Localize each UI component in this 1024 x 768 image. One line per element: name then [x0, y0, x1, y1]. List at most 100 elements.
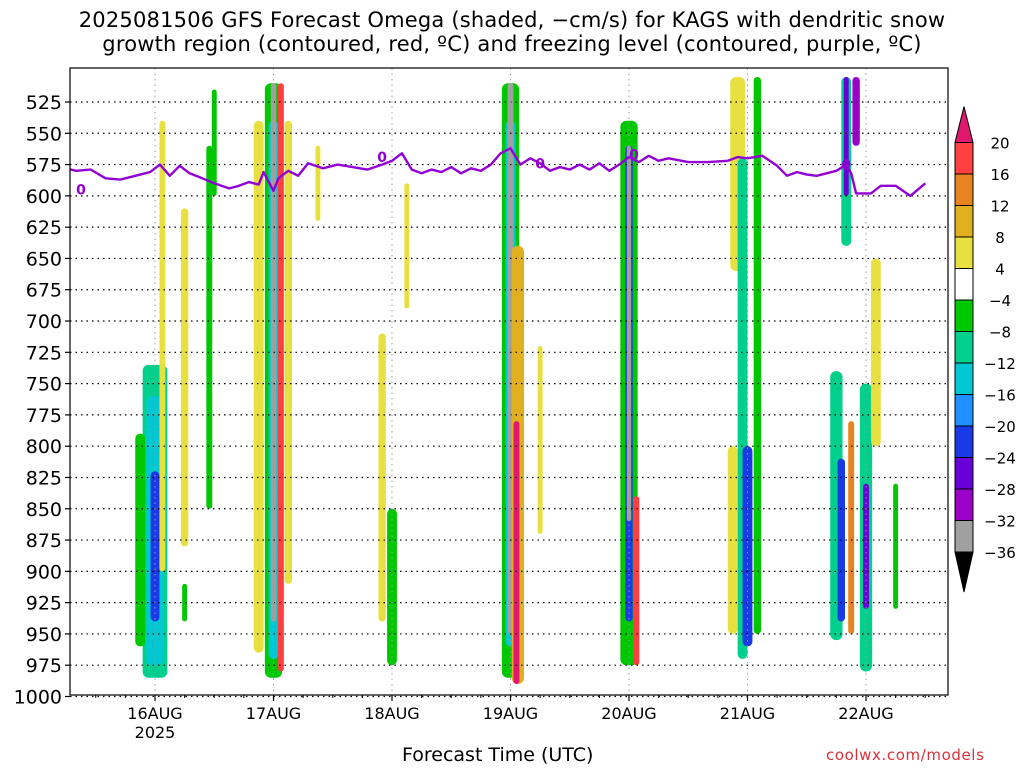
omega-cell — [727, 446, 738, 634]
colorbar-label: −16 — [984, 387, 1016, 405]
colorbar-segment — [954, 520, 974, 553]
x-axis-title: Forecast Time (UTC) — [402, 744, 594, 766]
y-tick-label: 825 — [26, 467, 62, 489]
y-axis: 525 550 575 600 625 650 675 700 725 750 775 800 825 8… — [14, 92, 70, 709]
omega-cell — [277, 83, 284, 672]
colorbar-bottom-arrow — [954, 551, 974, 593]
x-tick-sublabel: 2025 — [135, 723, 176, 742]
omega-cell — [537, 346, 543, 534]
y-tick-label: 700 — [26, 311, 62, 333]
omega-cell — [848, 421, 855, 634]
omega-cell — [753, 76, 762, 634]
omega-cell — [378, 333, 386, 622]
omega-shading — [135, 76, 899, 684]
x-tick-label: 18AUG — [364, 704, 419, 723]
colorbar-segment — [954, 488, 974, 521]
colorbar-label: 4 — [995, 261, 1005, 279]
y-tick-label: 775 — [26, 405, 62, 427]
colorbar-top-arrow — [954, 106, 974, 143]
colorbar-label: 16 — [990, 166, 1009, 184]
x-tick-label: 20AUG — [601, 704, 656, 723]
freezing-level-label: 0 — [841, 158, 851, 174]
colorbar-segment — [954, 173, 974, 206]
colorbar-label: 20 — [990, 135, 1009, 153]
x-tick-label: 21AUG — [720, 704, 775, 723]
freezing-level-label: 0 — [535, 156, 545, 172]
omega-cell — [863, 483, 869, 609]
omega-cell — [182, 583, 188, 622]
y-tick-label: 975 — [26, 655, 62, 677]
omega-cell — [135, 433, 146, 647]
colorbar-segment — [954, 394, 974, 427]
x-tick-label: 19AUG — [483, 704, 538, 723]
x-tick-label: 22AUG — [838, 704, 893, 723]
colorbar-segment — [954, 268, 974, 301]
colorbar-segment — [954, 425, 974, 458]
x-tick-label: 17AUG — [246, 704, 301, 723]
chart-title-line2: growth region (contoured, red, ºC) and f… — [102, 32, 922, 56]
freezing-level-line — [70, 147, 927, 198]
omega-cell — [633, 496, 640, 666]
plot-border — [69, 67, 949, 696]
freezing-level-label: 0 — [377, 150, 387, 166]
grid-lines — [70, 68, 948, 698]
freezing-level-label: 0 — [629, 148, 639, 164]
plot-frame — [69, 67, 949, 696]
colorbar-label: −36 — [984, 544, 1016, 562]
omega-cell — [387, 508, 397, 666]
omega-cell — [180, 208, 189, 547]
y-tick-label: 900 — [26, 561, 62, 583]
colorbar-label: −8 — [989, 324, 1011, 342]
colorbar-label: 8 — [995, 229, 1005, 247]
omega-cell — [315, 145, 321, 221]
colorbar-label: −20 — [984, 418, 1016, 436]
omega-cell — [206, 145, 213, 509]
y-tick-label: 850 — [26, 499, 62, 521]
freezing-level-label: 0 — [76, 183, 86, 199]
colorbar-label: −28 — [984, 481, 1016, 499]
omega-cell — [742, 446, 753, 647]
y-tick-label: 800 — [26, 436, 62, 458]
omega-cell — [404, 183, 410, 309]
omega-cell — [211, 89, 217, 196]
y-tick-label: 875 — [26, 530, 62, 552]
colorbar-label: 12 — [990, 198, 1009, 216]
omega-cell — [150, 471, 160, 622]
y-tick-label: 575 — [26, 155, 62, 177]
colorbar: −36 −32 −28 −24 −20 −16 −12 −8 −4 4 8 12 16 20 — [954, 106, 1016, 593]
omega-cell — [159, 120, 166, 572]
y-tick-label: 625 — [26, 217, 62, 239]
colorbar-label: −24 — [984, 450, 1016, 468]
colorbar-segment — [954, 299, 974, 332]
y-tick-label: 750 — [26, 374, 62, 396]
y-tick-label: 650 — [26, 248, 62, 270]
colorbar-label: −4 — [989, 292, 1011, 310]
colorbar-segment — [954, 362, 974, 395]
y-tick-label: 550 — [26, 123, 62, 145]
colorbar-segment — [954, 331, 974, 364]
y-tick-label: 725 — [26, 342, 62, 364]
freezing-level-contour: 0 0 0 0 0 — [70, 147, 927, 199]
omega-cell — [893, 483, 899, 609]
x-tick-label: 16AUG — [127, 704, 182, 723]
y-tick-label: 600 — [26, 186, 62, 208]
colorbar-label: −12 — [984, 355, 1016, 373]
colorbar-segment — [954, 236, 974, 269]
y-tick-label: 675 — [26, 280, 62, 302]
colorbar-segment — [954, 142, 974, 175]
colorbar-segment — [954, 457, 974, 490]
chart-title-line1: 2025081506 GFS Forecast Omega (shaded, −… — [78, 8, 946, 32]
omega-cell — [513, 421, 520, 684]
omega-cell — [284, 120, 293, 584]
omega-cell — [852, 76, 860, 146]
y-tick-label: 925 — [26, 593, 62, 615]
y-tick-label: 950 — [26, 624, 62, 646]
y-tick-label: 1000 — [14, 687, 62, 709]
colorbar-segment — [954, 205, 974, 238]
omega-cell — [253, 120, 264, 653]
omega-cell — [843, 76, 849, 196]
credit-link[interactable]: coolwx.com/models — [826, 746, 985, 764]
y-tick-label: 525 — [26, 92, 62, 114]
